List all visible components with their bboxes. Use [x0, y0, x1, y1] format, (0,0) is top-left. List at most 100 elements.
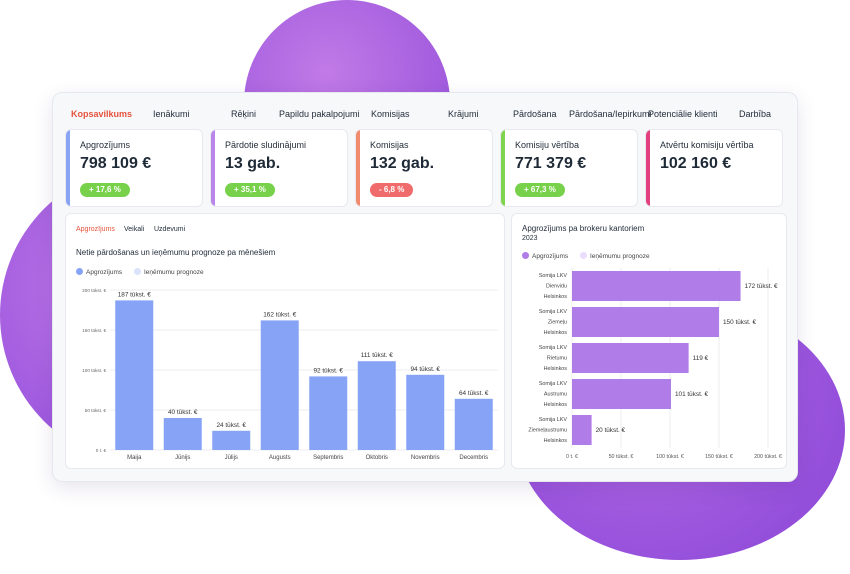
y-category-label: Somija LKV	[539, 273, 568, 279]
legend-item[interactable]: Apgrozījums	[522, 252, 569, 260]
y-category-label: Helsinkos	[544, 438, 568, 444]
subtab-apgrozijums[interactable]: Apgrozījums	[76, 226, 115, 233]
tab-kopsavilkums[interactable]: Kopsavilkums	[71, 109, 133, 119]
x-tick-label: Jūnijs	[175, 455, 190, 461]
bar-value-label: 150 tūkst. €	[723, 319, 756, 326]
legend-label: Apgrozījums	[86, 269, 123, 276]
y-tick-label: 100 tūkst. €	[82, 368, 106, 373]
bar	[309, 376, 348, 450]
kpi-change-badge: + 67,3 %	[515, 183, 565, 197]
kpi-value: 102 160 €	[660, 155, 732, 172]
legend-dot-icon	[76, 268, 83, 275]
bar	[572, 379, 671, 409]
chart-legend: Apgrozījums Ieņēmumu prognoze	[522, 252, 660, 260]
broker-bar-chart: 0 t. € 50 tūkst. € 100 tūkst. € 150 tūkst. …	[528, 268, 782, 460]
x-tick-label: Augusts	[269, 455, 291, 461]
y-tick-label: 200 tūkst. €	[82, 288, 106, 293]
bar-value-label: 101 tūkst. €	[675, 391, 708, 398]
bar	[572, 271, 741, 301]
tab-ienakumi[interactable]: Ienākumi	[153, 109, 190, 119]
kpi-change-badge: + 35,1 %	[225, 183, 275, 197]
legend-item[interactable]: Ieņēmumu prognoze	[133, 268, 204, 276]
main-tabs: Kopsavilkums Ienākumi Rēķini Papildu pak…	[53, 109, 797, 125]
bar	[115, 300, 154, 450]
tab-krajumi[interactable]: Krājumi	[448, 109, 479, 119]
x-tick-label: 0 t. €	[566, 454, 578, 460]
bar-value-label: 92 tūkst. €	[314, 367, 344, 374]
kpi-value: 132 gab.	[370, 155, 435, 172]
kpi-accent-bar	[66, 130, 70, 206]
subtab-veikali[interactable]: Veikali	[124, 226, 145, 233]
y-category-label: Ziemeļaustrumu	[528, 428, 567, 434]
tab-komisijas[interactable]: Komisijas	[371, 109, 410, 119]
kpi-accent-bar	[646, 130, 650, 206]
bar	[163, 418, 202, 450]
bar-value-label: 24 tūkst. €	[217, 422, 247, 429]
x-tick-label: Maija	[127, 455, 142, 461]
kpi-value: 13 gab.	[225, 155, 281, 172]
bar	[260, 320, 299, 450]
kpi-card-atvertu-komisiju-vertiba: Atvērtu komisiju vērtība 102 160 €	[645, 129, 783, 207]
monthly-bar-chart: 0 t. € 50 tūkst. € 100 tūkst. € 150 tūkst. …	[82, 288, 498, 461]
broker-offices-panel: Apgrozījums pa brokeru kantoriem 2023 Ap…	[511, 213, 787, 469]
subtab-uzdevumi[interactable]: Uzdevumi	[154, 226, 186, 233]
tab-potencialie-klienti[interactable]: Potenciālie klienti	[648, 109, 718, 119]
tab-darbiba[interactable]: Darbība	[739, 109, 772, 119]
kpi-accent-bar	[356, 130, 360, 206]
bar	[212, 430, 251, 450]
y-category-label: Somija LKV	[539, 345, 568, 351]
bar-value-label: 94 tūkst. €	[411, 366, 441, 373]
legend-item[interactable]: Apgrozījums	[76, 268, 123, 276]
dashboard-window: Kopsavilkums Ienākumi Rēķini Papildu pak…	[52, 92, 798, 482]
tab-rekini[interactable]: Rēķini	[231, 109, 257, 119]
y-category-label: Rietumu	[547, 356, 567, 362]
kpi-card-komisijas: Komisijas 132 gab. - 6,8 %	[355, 129, 493, 207]
y-tick-label: 0 t. €	[96, 448, 107, 453]
x-tick-label: 100 tūkst. €	[656, 454, 684, 460]
bar	[572, 307, 719, 337]
kpi-label: Komisiju vērtība	[515, 140, 580, 150]
y-category-label: Somija LKV	[539, 381, 568, 387]
y-tick-label: 50 tūkst. €	[85, 408, 107, 413]
legend-dot-icon	[133, 268, 141, 275]
legend-dot-icon	[522, 252, 529, 259]
y-category-label: Helsinkos	[544, 402, 568, 408]
y-category-label: Helsinkos	[544, 330, 568, 336]
bar-value-label: 172 tūkst. €	[745, 283, 778, 290]
legend-label: Ieņēmumu prognoze	[589, 253, 650, 260]
chart-subtitle: 2023	[522, 235, 538, 242]
bar-value-label: 64 tūkst. €	[459, 390, 489, 397]
chart-title: Netie pārdošanas un ieņēmumu prognoze pa…	[76, 248, 276, 257]
chart-legend: Apgrozījums Ieņēmumu prognoze	[76, 268, 214, 276]
bar	[406, 374, 445, 450]
y-tick-label: 150 tūkst. €	[82, 328, 106, 333]
tab-pardosana-iepirkumi[interactable]: Pārdošana/Iepirkumi	[569, 109, 652, 119]
kpi-label: Komisijas	[370, 140, 409, 150]
y-category-label: Helsinkos	[544, 294, 568, 300]
x-tick-label: 200 tūkst. €	[754, 454, 782, 460]
x-tick-label: Decembris	[459, 455, 488, 461]
x-tick-label: Novembris	[411, 455, 440, 461]
bar-value-label: 119 €	[693, 355, 709, 362]
x-tick-label: 150 tūkst. €	[705, 454, 733, 460]
kpi-label: Atvērtu komisiju vērtība	[660, 140, 754, 150]
y-category-label: Somija LKV	[539, 417, 568, 423]
bar-value-label: 40 tūkst. €	[168, 409, 198, 416]
y-category-label: Dienvidu	[546, 284, 567, 290]
kpi-change-badge: - 6,8 %	[370, 183, 414, 197]
y-category-label: Somija LKV	[539, 309, 568, 315]
legend-item[interactable]: Ieņēmumu prognoze	[579, 252, 650, 260]
legend-label: Apgrozījums	[532, 253, 569, 260]
kpi-value: 798 109 €	[80, 155, 152, 172]
legend-label: Ieņēmumu prognoze	[143, 269, 204, 276]
y-category-label: Austrumu	[544, 392, 567, 398]
tab-papildu-pakalpojumi[interactable]: Papildu pakalpojumi	[279, 109, 360, 119]
x-tick-label: 50 tūkst. €	[609, 454, 634, 460]
x-tick-label: Oktobris	[366, 455, 388, 461]
kpi-value: 771 379 €	[515, 155, 587, 172]
bar	[572, 343, 689, 373]
tab-pardosana[interactable]: Pārdošana	[513, 109, 557, 119]
kpi-card-apgrozijums: Apgrozījums 798 109 € + 17,6 %	[65, 129, 203, 207]
kpi-accent-bar	[211, 130, 215, 206]
bar	[572, 415, 592, 445]
